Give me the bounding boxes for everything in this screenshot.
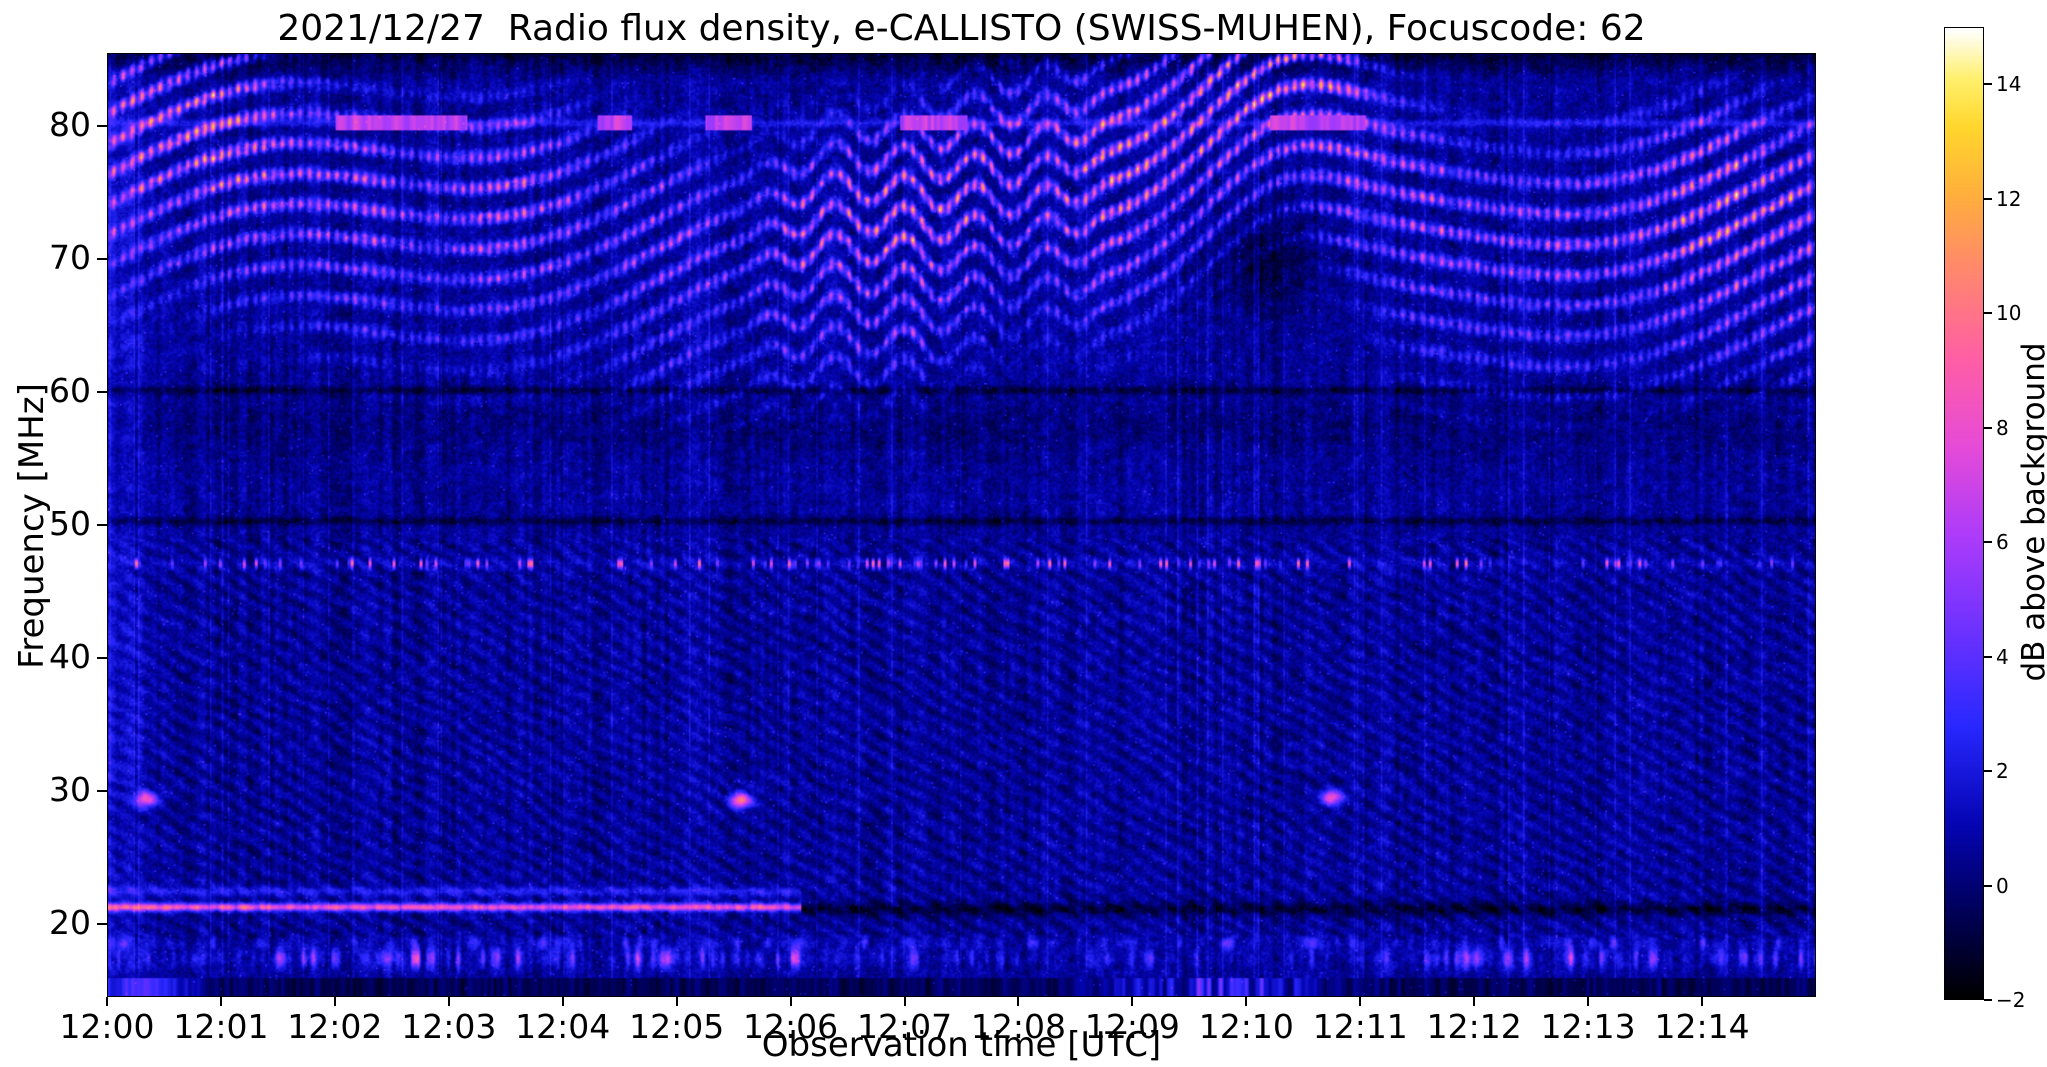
colorbar-tick-label: 12 (1996, 186, 2022, 211)
y-tick-label: 20 (49, 902, 91, 942)
x-tick-label: 12:10 (1198, 1007, 1294, 1046)
x-tick-mark (1701, 997, 1704, 1006)
colorbar-tick-mark (1984, 312, 1992, 315)
y-tick-mark (97, 789, 107, 792)
x-tick-label: 12:11 (1312, 1007, 1408, 1046)
colorbar-tick-label: 6 (1996, 530, 2009, 555)
spectrogram-canvas (108, 54, 1815, 996)
y-tick-label: 40 (49, 636, 91, 676)
colorbar-tick-mark (1984, 999, 1992, 1001)
colorbar-tick-mark (1984, 197, 1992, 200)
y-tick-mark (97, 125, 107, 128)
y-tick-label: 80 (49, 105, 91, 145)
plot-area (107, 53, 1816, 997)
x-axis-label: Observation time [UTC] (761, 1025, 1162, 1065)
colorbar-tick-mark (1984, 541, 1992, 544)
colorbar (1944, 27, 1984, 1000)
x-tick-label: 12:05 (629, 1007, 725, 1046)
x-tick-mark (1131, 997, 1134, 1006)
colorbar-tick-mark (1984, 884, 1992, 887)
colorbar-tick-mark (1984, 426, 1992, 429)
y-tick-label: 30 (49, 769, 91, 809)
x-tick-label: 12:08 (970, 1007, 1066, 1046)
x-tick-label: 12:06 (743, 1007, 839, 1046)
x-tick-mark (106, 997, 108, 1006)
colorbar-tick-label: 8 (1996, 415, 2009, 440)
y-tick-label: 50 (49, 504, 91, 543)
x-tick-label: 12:00 (59, 1007, 155, 1046)
colorbar-tick-label: 14 (1996, 72, 2022, 97)
x-tick-mark (333, 997, 336, 1006)
x-tick-mark (675, 997, 678, 1006)
x-tick-label: 12:12 (1426, 1007, 1522, 1046)
x-tick-mark (1473, 997, 1476, 1006)
colorbar-tick-label: 10 (1996, 301, 2022, 326)
x-tick-mark (447, 997, 450, 1006)
x-tick-label: 12:01 (173, 1007, 269, 1046)
y-tick-label: 60 (49, 371, 91, 411)
x-tick-mark (1587, 997, 1590, 1006)
x-tick-mark (1017, 997, 1020, 1006)
x-tick-label: 12:13 (1540, 1007, 1636, 1046)
x-tick-mark (1359, 997, 1362, 1006)
y-tick-mark (97, 258, 107, 261)
x-tick-mark (903, 997, 906, 1006)
colorbar-tick-label: −2 (1996, 988, 2026, 1012)
x-tick-label: 12:03 (401, 1007, 497, 1046)
chart-title: 2021/12/27 Radio flux density, e-CALLIST… (277, 8, 1646, 49)
x-tick-label: 12:09 (1084, 1007, 1180, 1046)
colorbar-tick-mark (1984, 83, 1992, 86)
y-tick-mark (97, 922, 107, 925)
x-tick-mark (1245, 997, 1248, 1006)
x-tick-mark (561, 997, 564, 1006)
colorbar-tick-mark (1984, 770, 1992, 773)
colorbar-canvas (1945, 28, 1983, 999)
y-tick-mark (97, 391, 107, 394)
colorbar-tick-label: 2 (1996, 759, 2009, 784)
x-tick-label: 12:04 (515, 1007, 611, 1046)
colorbar-tick-mark (1984, 655, 1992, 658)
x-tick-label: 12:02 (287, 1007, 383, 1046)
y-tick-mark (97, 524, 107, 526)
x-tick-mark (789, 997, 792, 1006)
y-tick-mark (97, 656, 107, 659)
colorbar-tick-label: 0 (1996, 873, 2009, 898)
x-tick-label: 12:07 (856, 1007, 953, 1046)
y-tick-label: 70 (49, 238, 91, 278)
colorbar-tick-label: 4 (1996, 644, 2009, 669)
x-tick-label: 12:14 (1654, 1007, 1750, 1046)
x-tick-mark (219, 997, 222, 1006)
